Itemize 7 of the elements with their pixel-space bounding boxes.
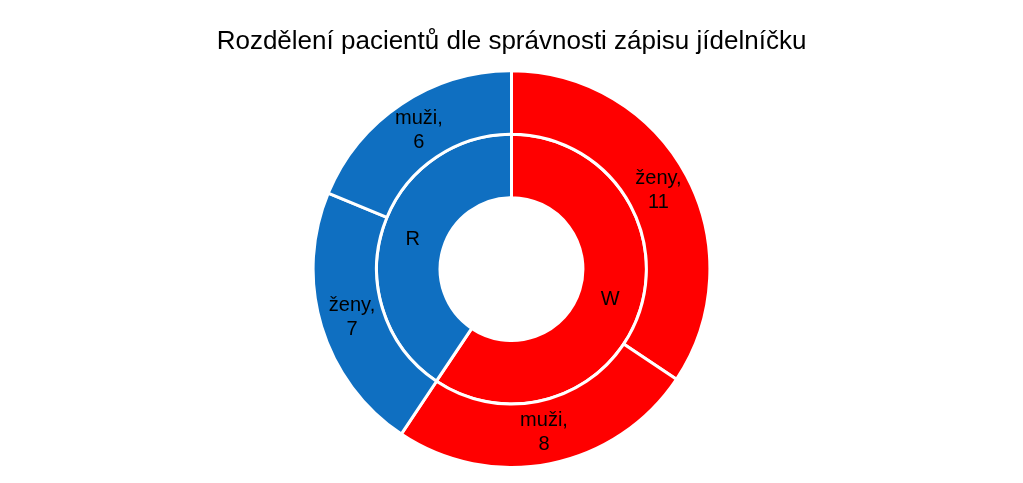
data-label: ženy, 11 [635,166,682,213]
data-label: muži, 6 [395,106,443,153]
data-label: W [600,286,620,309]
data-label: R [405,226,421,249]
data-label: ženy, 7 [328,292,376,339]
data-label: muži, 8 [520,408,568,455]
chart-title: Rozdělení pacientů dle správnosti zápisu jídelníčku [216,24,807,55]
